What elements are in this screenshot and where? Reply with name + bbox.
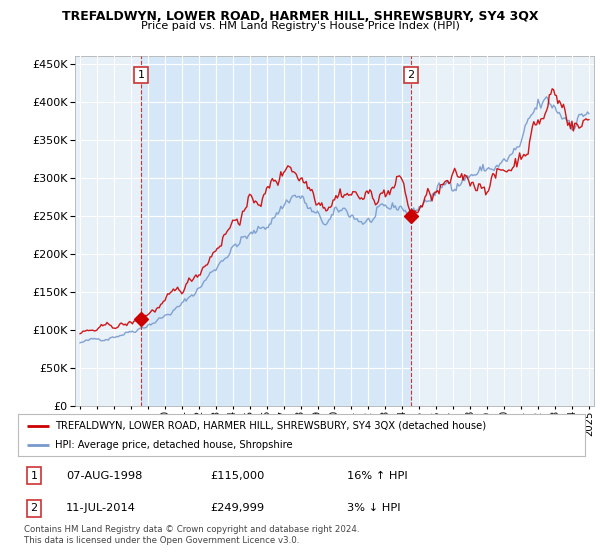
Text: 1: 1: [31, 471, 37, 480]
Text: £249,999: £249,999: [211, 503, 265, 514]
Text: 07-AUG-1998: 07-AUG-1998: [66, 471, 143, 480]
Text: TREFALDWYN, LOWER ROAD, HARMER HILL, SHREWSBURY, SY4 3QX: TREFALDWYN, LOWER ROAD, HARMER HILL, SHR…: [62, 10, 538, 23]
Text: Contains HM Land Registry data © Crown copyright and database right 2024.
This d: Contains HM Land Registry data © Crown c…: [24, 525, 359, 545]
Text: 11-JUL-2014: 11-JUL-2014: [66, 503, 136, 514]
Text: 2: 2: [31, 503, 37, 514]
Text: TREFALDWYN, LOWER ROAD, HARMER HILL, SHREWSBURY, SY4 3QX (detached house): TREFALDWYN, LOWER ROAD, HARMER HILL, SHR…: [55, 421, 486, 431]
Text: 2: 2: [407, 70, 415, 80]
Text: £115,000: £115,000: [211, 471, 265, 480]
Text: Price paid vs. HM Land Registry's House Price Index (HPI): Price paid vs. HM Land Registry's House …: [140, 21, 460, 31]
Text: 16% ↑ HPI: 16% ↑ HPI: [347, 471, 407, 480]
Text: HPI: Average price, detached house, Shropshire: HPI: Average price, detached house, Shro…: [55, 440, 292, 450]
Bar: [141, 56, 411, 406]
Text: 1: 1: [137, 70, 145, 80]
Text: 3% ↓ HPI: 3% ↓ HPI: [347, 503, 400, 514]
